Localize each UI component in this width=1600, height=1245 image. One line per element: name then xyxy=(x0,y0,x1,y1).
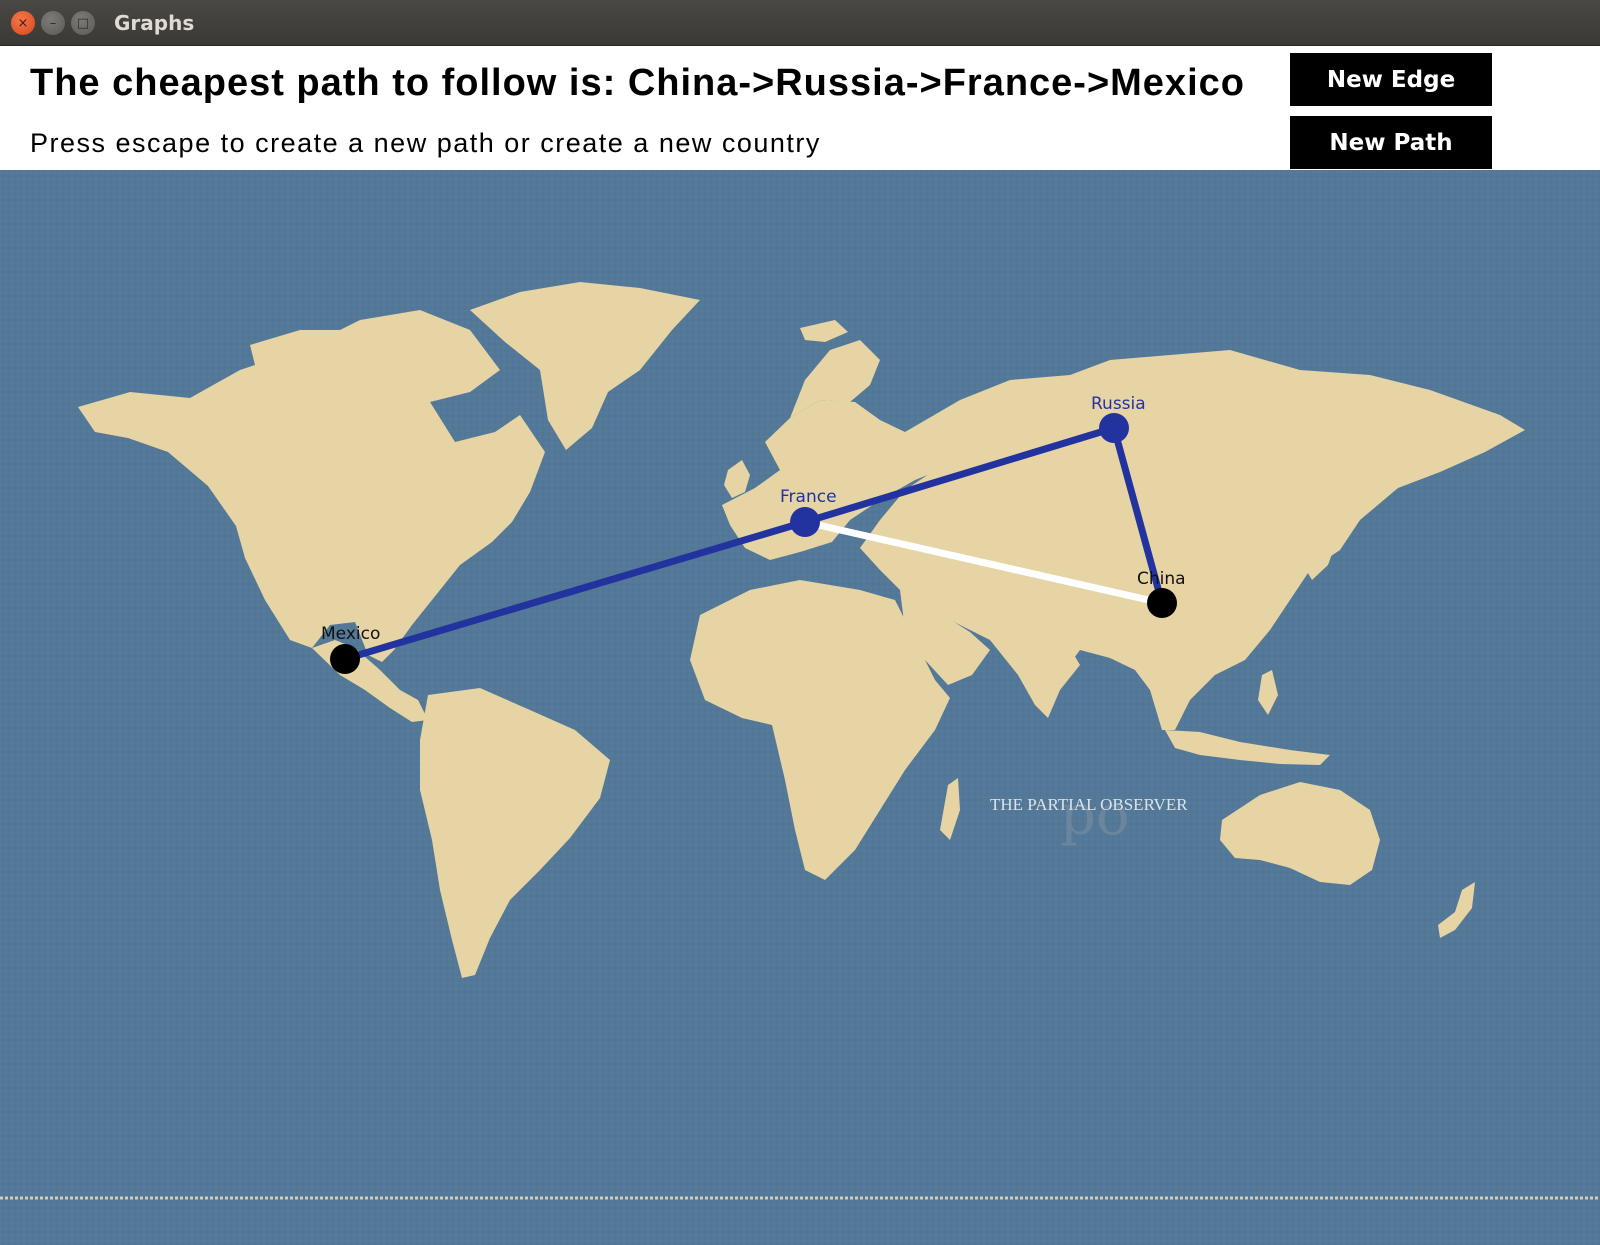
scandinavia xyxy=(790,340,880,418)
cheapest-path-heading: The cheapest path to follow is: China->R… xyxy=(30,62,1245,104)
svalbard xyxy=(800,320,848,342)
british-isles xyxy=(724,460,750,498)
continents xyxy=(78,282,1525,978)
edge-france-russia xyxy=(801,424,1118,526)
indian-subcontinent xyxy=(990,635,1080,718)
node-china[interactable] xyxy=(1147,588,1177,618)
window-titlebar: × – □ Graphs xyxy=(0,0,1600,46)
edge-mexico-france xyxy=(341,518,809,663)
world-map-canvas[interactable]: po THE PARTIAL OBSERVER Mexico France Russ… xyxy=(0,170,1600,1245)
minimize-window-button[interactable]: – xyxy=(41,11,65,35)
continent-greenland xyxy=(470,282,700,450)
node-label-mexico: Mexico xyxy=(321,624,380,644)
header-panel: The cheapest path to follow is: China->R… xyxy=(0,46,1600,170)
instruction-text: Press escape to create a new path or cre… xyxy=(30,128,821,158)
close-window-button[interactable]: × xyxy=(11,11,35,35)
japan xyxy=(1305,512,1340,580)
node-mexico[interactable] xyxy=(330,644,360,674)
node-label-russia: Russia xyxy=(1091,394,1146,414)
new-edge-button[interactable]: New Edge xyxy=(1290,53,1492,106)
window-title: Graphs xyxy=(114,11,195,35)
node-russia[interactable] xyxy=(1099,413,1129,443)
node-label-china: China xyxy=(1137,569,1186,589)
watermark-logo: po xyxy=(1060,783,1130,848)
node-label-france: France xyxy=(780,487,837,507)
graph-nodes: Mexico France Russia China xyxy=(321,394,1186,674)
world-map[interactable]: po THE PARTIAL OBSERVER Mexico France Russ… xyxy=(0,170,1600,1245)
arabian-peninsula xyxy=(900,590,990,685)
watermark: po THE PARTIAL OBSERVER xyxy=(990,783,1188,848)
new-path-button[interactable]: New Path xyxy=(1290,116,1492,169)
indonesia xyxy=(1165,730,1330,765)
new-zealand xyxy=(1438,882,1475,938)
continent-south-america xyxy=(420,688,610,978)
node-france[interactable] xyxy=(790,507,820,537)
continent-africa xyxy=(690,580,950,880)
graph-edges xyxy=(341,424,1166,663)
continent-europe xyxy=(722,400,960,560)
continent-asia xyxy=(860,350,1525,730)
madagascar xyxy=(940,778,960,840)
watermark-text: THE PARTIAL OBSERVER xyxy=(990,795,1188,814)
maximize-window-button[interactable]: □ xyxy=(71,11,95,35)
continent-australia xyxy=(1220,782,1380,885)
continent-north-america xyxy=(78,310,545,662)
edge-russia-china xyxy=(1110,424,1166,607)
arctic-islands xyxy=(250,330,360,370)
philippines xyxy=(1258,670,1278,715)
edge-france-china xyxy=(801,518,1166,607)
